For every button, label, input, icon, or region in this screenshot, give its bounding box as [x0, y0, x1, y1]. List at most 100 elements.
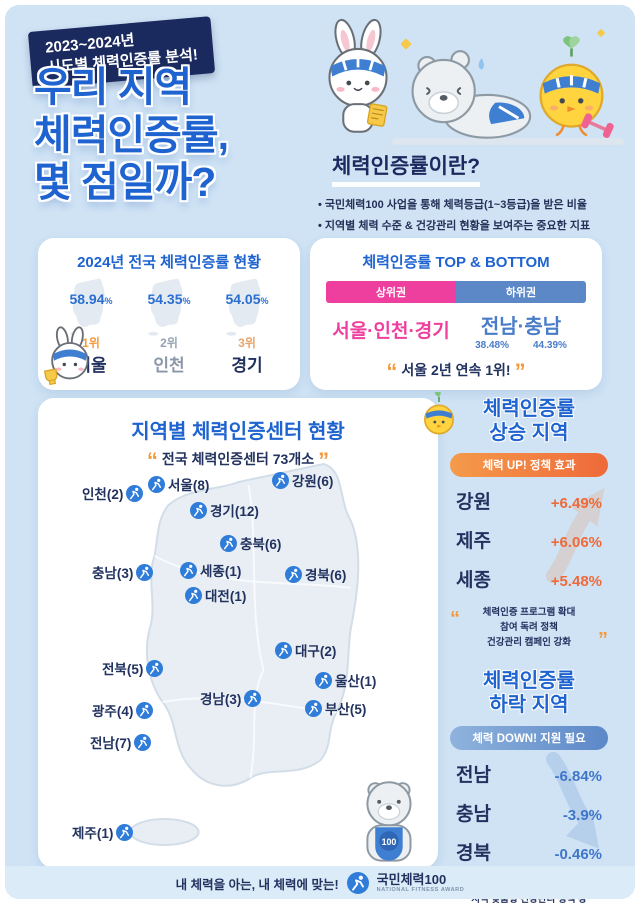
centers-card-title: 지역별 체력인증센터 현황 — [131, 421, 345, 443]
map-region-label: 경북(6) — [285, 564, 346, 584]
runner-icon — [272, 472, 289, 489]
map-region-label: 경남(3) — [200, 688, 261, 708]
runner-icon — [126, 485, 143, 502]
trend-column: 체력인증률 상승 지역 체력 UP! 정책 효과 강원 +6.49% 제주 +6… — [424, 392, 608, 904]
rate-value: 54.35% — [147, 291, 191, 307]
runner-icon — [305, 700, 322, 717]
runner-icon — [185, 587, 202, 604]
quote-close-icon — [598, 625, 608, 656]
title-line3: 몇 점일까? — [34, 159, 216, 206]
korea-map-blob-icon — [143, 278, 195, 338]
rabbit-mascot-illustration — [328, 18, 388, 133]
rank-item-3: 54.05% 3위 경기 — [215, 278, 279, 376]
centers-card-subtitle: 전국 체력인증센터 73개소 — [38, 448, 438, 473]
rank-item-2: 54.35% 2위 인천 — [137, 278, 201, 376]
runner-icon — [315, 672, 332, 689]
map-region-label: 대구(2) — [275, 640, 336, 660]
quote-open-icon — [382, 359, 401, 384]
fall-rows: 전남 -6.84% 충남 -3.9% 경북 -0.46% — [450, 751, 608, 871]
runner-icon — [244, 690, 261, 707]
rate-value: 54.05% — [225, 291, 269, 307]
delta-value: -3.9% — [562, 806, 602, 824]
runner-icon — [116, 824, 133, 841]
fall-row: 경북 -0.46% — [454, 832, 604, 871]
map-region-label: 제주(1) — [72, 822, 133, 842]
map-region-label: 전남(7) — [90, 732, 151, 752]
bottom-pct: 38.48% — [475, 340, 509, 351]
runner-icon — [136, 564, 153, 581]
bear-100-mascot-illustration: 100 — [366, 781, 412, 862]
region-name: 강원 — [456, 492, 491, 514]
delta-value: -6.84% — [554, 767, 602, 785]
fall-row: 충남 -3.9% — [454, 793, 604, 832]
region-name: 경북 — [456, 842, 491, 864]
korea-map-blob-icon — [221, 278, 273, 338]
national-fitness-logo-icon — [347, 872, 369, 894]
rise-row: 세종 +5.48% — [454, 559, 604, 598]
runner-icon — [134, 734, 151, 751]
footer: 내 체력을 아는, 내 체력에 맞는! 국민체력100 NATIONAL FIT… — [0, 872, 640, 894]
map-region-label: 부산(5) — [305, 698, 366, 718]
rabbit-trophy-mascot-illustration — [43, 326, 89, 386]
top-bottom-title: 체력인증률 TOP & BOTTOM — [362, 254, 550, 271]
footer-slogan: 내 체력을 아는, 내 체력에 맞는! — [175, 877, 339, 892]
bear-shirt-number: 100 — [382, 837, 397, 847]
fall-banner: 체력 DOWN! 지원 필요 — [450, 725, 608, 750]
region-name: 전남 — [456, 764, 491, 786]
quote-close-icon — [511, 359, 530, 384]
national-card-title: 2024년 전국 체력인증률 현황 — [77, 254, 261, 271]
map-region-label: 광주(4) — [92, 700, 153, 720]
brand-name: 국민체력100 — [376, 871, 447, 887]
rate-value: 58.94% — [69, 291, 113, 307]
map-region-label: 강원(6) — [272, 470, 333, 490]
runner-icon — [146, 660, 163, 677]
bear-mascot-illustration — [411, 50, 532, 139]
rank-region: 인천 — [153, 356, 185, 375]
runner-icon — [190, 502, 207, 519]
up-arrow-decoration — [546, 488, 605, 584]
bottom-pct: 44.39% — [533, 340, 567, 351]
runner-icon — [148, 476, 165, 493]
national-rate-card: 2024년 전국 체력인증률 현황 58.94% 1위 서울 54.35% 2위… — [38, 238, 300, 390]
chick-mascot-illustration — [539, 36, 614, 138]
bottom-group-header: 하위권 — [456, 281, 586, 303]
map-region-label: 전북(5) — [102, 658, 163, 678]
map-region-label: 대전(1) — [185, 585, 246, 605]
ground-line — [392, 138, 624, 145]
bottom-regions: 전남·충남 — [480, 316, 562, 338]
map-region-label: 인천(2) — [82, 483, 143, 503]
rise-row: 강원 +6.49% — [454, 481, 604, 520]
rank-label: 1위 — [82, 336, 100, 350]
top-bottom-card: 체력인증률 TOP & BOTTOM 상위권 하위권 서울·인천·경기 전남·충… — [310, 238, 602, 390]
quote-open-icon — [450, 604, 460, 635]
down-arrow-decoration — [546, 751, 600, 849]
delta-value: -0.46% — [554, 845, 602, 863]
map-region-label: 충남(3) — [92, 562, 153, 582]
rise-banner: 체력 UP! 정책 효과 — [450, 453, 608, 478]
rank-label: 3위 — [238, 336, 256, 350]
runner-icon — [136, 702, 153, 719]
runner-icon — [180, 562, 197, 579]
chick-mini-mascot-illustration — [424, 392, 454, 435]
map-region-label: 충북(6) — [220, 533, 281, 553]
region-name: 세종 — [456, 570, 491, 592]
runner-icon — [275, 642, 292, 659]
map-region-label: 세종(1) — [180, 560, 241, 580]
runner-icon — [285, 566, 302, 583]
top-bottom-note: 서울 2년 연속 1위! — [310, 359, 602, 384]
rank-region: 경기 — [231, 356, 263, 375]
quote-open-icon — [143, 448, 162, 473]
definition-bullet: 국민체력100 사업을 통해 체력등급(1~3등급)을 받은 비율 — [318, 195, 618, 216]
region-name: 충남 — [456, 803, 491, 825]
runner-icon — [220, 535, 237, 552]
delta-value: +6.49% — [550, 495, 602, 513]
delta-value: +6.06% — [550, 534, 602, 552]
map-region-label: 경기(12) — [190, 500, 259, 520]
definition-title: 체력인증률이란? — [332, 150, 481, 187]
fall-row: 전남 -6.84% — [454, 754, 604, 793]
centers-map-card: 지역별 체력인증센터 현황 전국 체력인증센터 73개소 서울(8) 강원(6)… — [38, 398, 438, 868]
definition-bullet: 지역별 체력 수준 & 건강관리 현황을 보여주는 중요한 지표 — [318, 216, 618, 237]
map-region-label: 울산(1) — [315, 670, 376, 690]
definition-block: 체력인증률이란? 국민체력100 사업을 통해 체력등급(1~3등급)을 받은 … — [318, 150, 618, 238]
